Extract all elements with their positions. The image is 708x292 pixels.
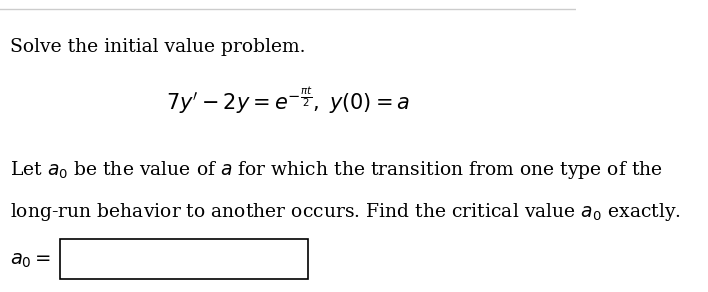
- FancyBboxPatch shape: [60, 239, 308, 279]
- Text: long-run behavior to another occurs. Find the critical value $a_0$ exactly.: long-run behavior to another occurs. Fin…: [11, 201, 681, 223]
- Text: $7y' - 2y = e^{-\frac{\pi t}{2}},\; y(0) = a$: $7y' - 2y = e^{-\frac{\pi t}{2}},\; y(0)…: [166, 85, 410, 116]
- Text: Let $a_0$ be the value of $a$ for which the transition from one type of the: Let $a_0$ be the value of $a$ for which …: [11, 159, 663, 181]
- Text: $a_0 =$: $a_0 =$: [11, 252, 52, 270]
- Text: Solve the initial value problem.: Solve the initial value problem.: [11, 38, 306, 56]
